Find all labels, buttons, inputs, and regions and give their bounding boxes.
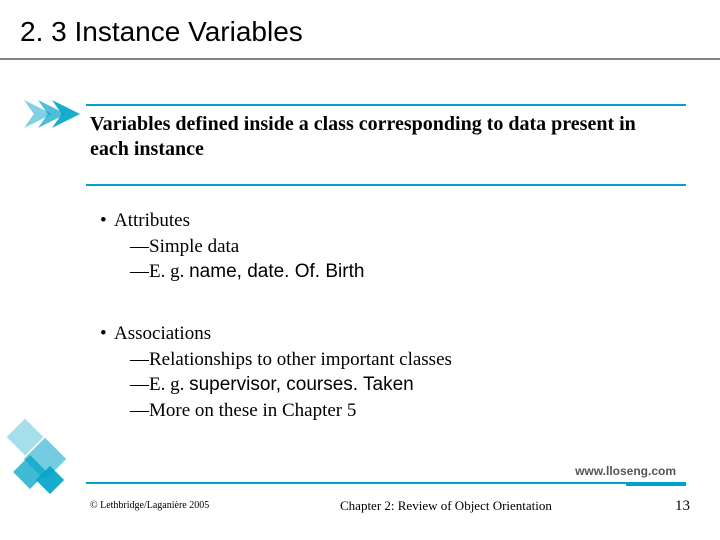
sub-bullet: —Simple data (130, 234, 660, 260)
dash-icon: — (130, 400, 149, 421)
slide-title: 2. 3 Instance Variables (20, 16, 303, 48)
sub-text: Relationships to other important classes (149, 349, 452, 370)
chapter-label: Chapter 2: Review of Object Orientation (340, 498, 552, 514)
accent-rule-top (86, 104, 686, 106)
sub-text: E. g. (149, 374, 189, 395)
dash-icon: — (130, 236, 149, 257)
dash-icon: — (130, 374, 149, 395)
copyright-label: © Lethbridge/Laganière 2005 (90, 500, 209, 511)
dash-icon: — (130, 261, 149, 282)
bullet-label: •Associations (100, 321, 660, 347)
sub-text: More on these in Chapter 5 (149, 400, 356, 421)
bullet-attributes: •Attributes —Simple data —E. g. name, da… (100, 208, 660, 285)
slide-subtitle: Variables defined inside a class corresp… (90, 112, 650, 162)
sub-bullet: —E. g. name, date. Of. Birth (130, 259, 660, 285)
slide: 2. 3 Instance Variables Variables define… (0, 0, 720, 540)
slide-content: •Attributes —Simple data —E. g. name, da… (100, 208, 660, 459)
sub-text: E. g. (149, 261, 189, 282)
sub-bullet: —More on these in Chapter 5 (130, 398, 660, 424)
chevron-icon (24, 100, 52, 128)
title-underline (0, 58, 720, 60)
sub-text-sans: name, date. Of. Birth (189, 261, 364, 282)
left-decoration (0, 104, 82, 514)
bullet-text: Associations (114, 323, 211, 344)
website-label: www.lloseng.com (575, 464, 676, 478)
sub-bullet: —E. g. supervisor, courses. Taken (130, 372, 660, 398)
bullet-label: •Attributes (100, 208, 660, 234)
sub-text-sans: supervisor, courses. Taken (189, 374, 414, 395)
page-number: 13 (675, 498, 690, 515)
accent-rule-footer (86, 482, 686, 486)
accent-rule-mid (86, 184, 686, 186)
sub-bullet: —Relationships to other important classe… (130, 347, 660, 373)
bullet-associations: •Associations —Relationships to other im… (100, 321, 660, 424)
dash-icon: — (130, 349, 149, 370)
sub-text: Simple data (149, 236, 239, 257)
bullet-text: Attributes (114, 210, 190, 231)
